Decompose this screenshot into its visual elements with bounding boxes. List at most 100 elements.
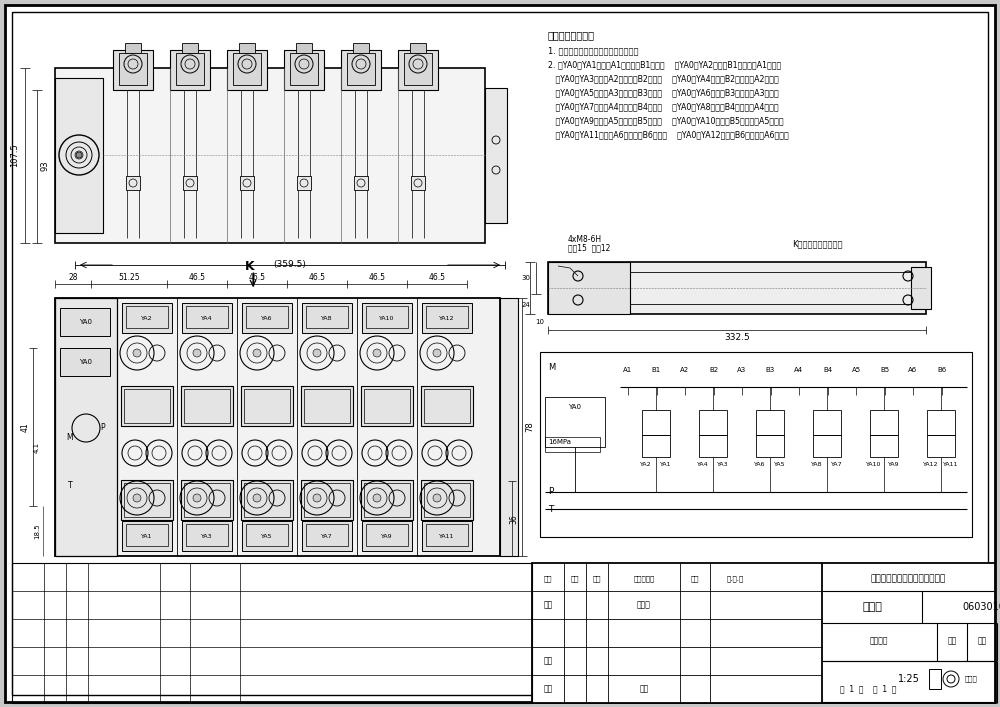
Text: 4xM8-6H: 4xM8-6H — [568, 235, 602, 245]
Bar — [125, 43, 141, 53]
Bar — [239, 43, 255, 53]
Bar — [242, 303, 292, 333]
Bar — [870, 410, 898, 435]
Bar — [813, 410, 841, 435]
Bar — [244, 483, 290, 517]
Text: 0603010000079: 0603010000079 — [962, 602, 1000, 612]
Bar — [426, 306, 468, 328]
Text: YA1: YA1 — [141, 534, 153, 539]
Ellipse shape — [180, 171, 200, 195]
Text: 4.1: 4.1 — [34, 441, 40, 452]
Text: 16MPa: 16MPa — [548, 439, 572, 445]
Bar — [60, 308, 110, 336]
Bar — [404, 53, 432, 85]
Bar — [927, 410, 955, 435]
Text: 46.5: 46.5 — [428, 272, 446, 281]
Text: 设计: 设计 — [543, 600, 553, 609]
Circle shape — [193, 349, 201, 357]
Bar — [364, 389, 410, 423]
Text: YA5: YA5 — [774, 462, 786, 467]
Bar — [304, 483, 350, 517]
Bar — [55, 68, 485, 243]
Circle shape — [433, 494, 441, 502]
Text: YA3: YA3 — [201, 534, 213, 539]
Text: YA6: YA6 — [754, 462, 766, 467]
Text: 46.5: 46.5 — [368, 272, 386, 281]
Bar — [422, 303, 472, 333]
Bar — [12, 563, 532, 703]
Bar — [361, 480, 413, 520]
Text: 比例: 比例 — [977, 636, 987, 645]
Bar — [183, 176, 197, 190]
Bar — [122, 303, 172, 333]
Bar — [55, 78, 103, 233]
Bar — [699, 435, 727, 457]
Ellipse shape — [237, 171, 257, 195]
Circle shape — [253, 494, 261, 502]
Bar — [176, 53, 204, 85]
Bar — [227, 50, 267, 90]
Text: 标准化: 标准化 — [637, 600, 651, 609]
Bar — [870, 435, 898, 457]
Text: 51.25: 51.25 — [118, 272, 140, 281]
Text: B1: B1 — [652, 367, 661, 373]
Bar — [642, 435, 670, 457]
Text: B6: B6 — [937, 367, 946, 373]
Bar — [301, 386, 353, 426]
Text: 共  1  页    第  1  页: 共 1 页 第 1 页 — [840, 684, 896, 694]
Bar — [756, 410, 784, 435]
Bar — [126, 306, 168, 328]
Text: M: M — [67, 433, 73, 443]
Text: 93: 93 — [40, 160, 50, 171]
Text: YA0: YA0 — [568, 404, 582, 410]
Text: YA7: YA7 — [831, 462, 843, 467]
Bar — [545, 437, 600, 452]
Text: 107.5: 107.5 — [10, 143, 20, 167]
Text: 10: 10 — [536, 319, 544, 325]
Text: YA12: YA12 — [439, 315, 455, 320]
Text: 18.5: 18.5 — [34, 523, 40, 539]
Bar — [540, 352, 972, 537]
Bar — [306, 306, 348, 328]
Circle shape — [433, 349, 441, 357]
Bar — [485, 88, 507, 223]
Text: K向（主要部分零件）: K向（主要部分零件） — [792, 240, 842, 248]
Bar — [244, 389, 290, 423]
Circle shape — [193, 494, 201, 502]
Text: 当YA0、YA3得电，A2口出油，B2回油，    当YA0、YA4得电，B2口出油，A2回油；: 当YA0、YA3得电，A2口出油，B2回油， 当YA0、YA4得电，B2口出油，… — [548, 74, 779, 83]
Text: A5: A5 — [851, 367, 861, 373]
Text: YA4: YA4 — [697, 462, 709, 467]
Bar — [354, 176, 368, 190]
Bar — [186, 524, 228, 546]
Bar — [353, 43, 369, 53]
Bar — [630, 272, 911, 304]
Text: 签名: 签名 — [691, 575, 699, 583]
Bar — [182, 521, 232, 551]
Bar — [424, 389, 470, 423]
Circle shape — [253, 349, 261, 357]
Text: YA3: YA3 — [717, 462, 729, 467]
Text: A4: A4 — [794, 367, 804, 373]
Text: YA11: YA11 — [439, 534, 455, 539]
Bar — [240, 176, 254, 190]
Bar — [186, 306, 228, 328]
Bar — [55, 298, 117, 556]
Bar — [241, 386, 293, 426]
Text: 批准: 批准 — [639, 684, 649, 694]
Bar — [119, 53, 147, 85]
Text: 质量: 质量 — [947, 636, 957, 645]
Text: A3: A3 — [737, 367, 747, 373]
Text: T: T — [68, 481, 72, 491]
Bar — [284, 50, 324, 90]
Text: 36: 36 — [510, 514, 518, 524]
Bar — [911, 267, 931, 309]
Bar — [699, 410, 727, 435]
Text: YA6: YA6 — [261, 315, 273, 320]
Text: T: T — [548, 505, 553, 513]
Bar — [126, 524, 168, 546]
Text: 2. 当YA0、YA1得电，A1口出油，B1回油，    当YA0、YA2得电，B1口出油，A1回油；: 2. 当YA0、YA1得电，A1口出油，B1回油， 当YA0、YA2得电，B1口… — [548, 61, 781, 69]
Text: YA10: YA10 — [379, 315, 395, 320]
Text: 当YA0、YA11得电，A6口出油，B6回油；    当YA0、YA12得电，B6口出油，A6回油；: 当YA0、YA11得电，A6口出油，B6回油； 当YA0、YA12得电，B6口出… — [548, 131, 789, 139]
Bar — [246, 524, 288, 546]
Text: YA2: YA2 — [141, 315, 153, 320]
